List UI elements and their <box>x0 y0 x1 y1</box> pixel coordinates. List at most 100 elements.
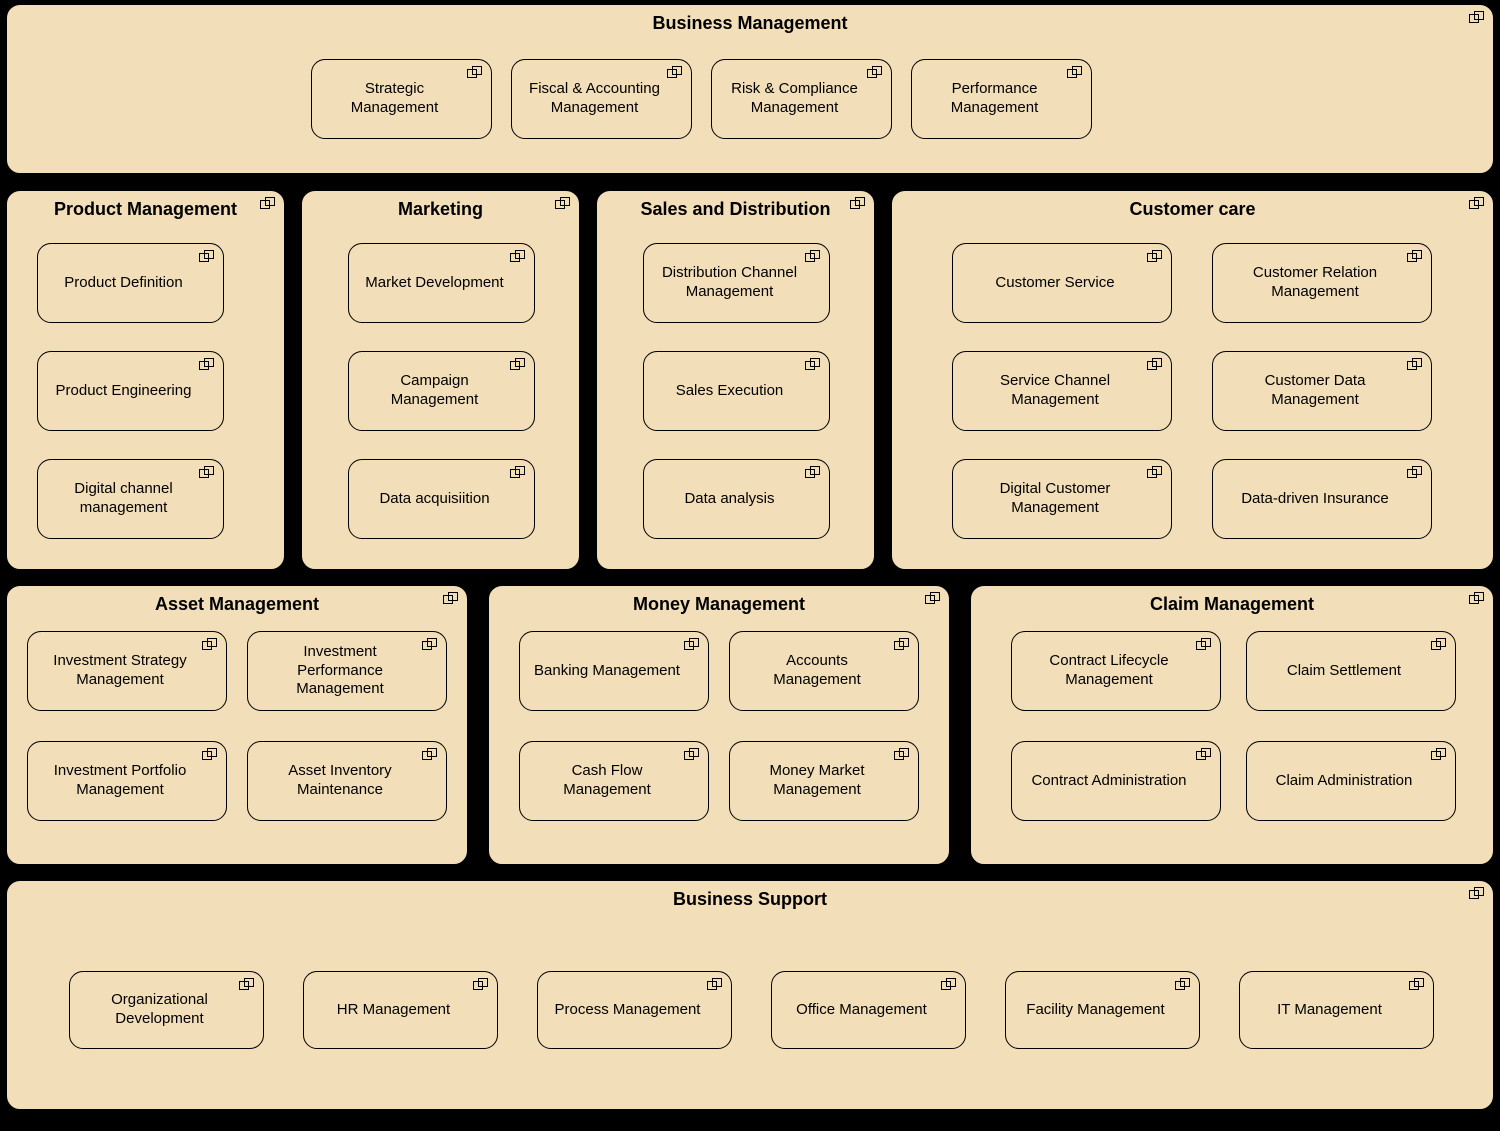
fn-it-management: IT Management <box>1239 971 1434 1049</box>
group-title: Customer care <box>892 199 1493 221</box>
function-icon <box>1196 638 1212 650</box>
function-icon <box>239 978 255 990</box>
fn-digital-channel-management: Digital channel management <box>37 459 224 539</box>
fn-data-acquisition: Data acquisiition <box>348 459 535 539</box>
fn-market-development: Market Development <box>348 243 535 323</box>
group-title: Claim Management <box>971 594 1493 616</box>
fn-label: Market Development <box>365 274 503 293</box>
function-icon <box>805 466 821 478</box>
group-title: Sales and Distribution <box>597 199 874 221</box>
fn-label: Asset Inventory Maintenance <box>260 762 420 800</box>
group-title: Money Management <box>489 594 949 616</box>
group-title: Marketing <box>302 199 579 221</box>
fn-banking-management: Banking Management <box>519 631 709 711</box>
function-icon <box>199 250 215 262</box>
fn-label: Office Management <box>796 1001 927 1020</box>
function-icon <box>667 66 683 78</box>
fn-investment-performance: Investment Performance Management <box>247 631 447 711</box>
fn-customer-data: Customer Data Management <box>1212 351 1432 431</box>
fn-label: IT Management <box>1277 1001 1382 1020</box>
fn-sales-execution: Sales Execution <box>643 351 830 431</box>
fn-label: Organizational Development <box>82 991 237 1029</box>
function-icon <box>510 358 526 370</box>
fn-label: Accounts Management <box>742 652 892 690</box>
fn-label: Investment Strategy Management <box>40 652 200 690</box>
fn-strategic-management: Strategic Management <box>311 59 492 139</box>
function-icon <box>894 748 910 760</box>
diagram-canvas: Business Management Strategic Management… <box>0 0 1500 1131</box>
function-icon <box>707 978 723 990</box>
fn-label: Facility Management <box>1026 1001 1164 1020</box>
fn-label: Sales Execution <box>676 382 784 401</box>
function-icon <box>684 748 700 760</box>
fn-label: Contract Administration <box>1031 772 1186 791</box>
group-business-management: Business Management Strategic Management… <box>6 4 1494 174</box>
fn-label: Product Definition <box>64 274 182 293</box>
function-icon <box>1407 250 1423 262</box>
function-icon <box>510 466 526 478</box>
fn-organizational-development: Organizational Development <box>69 971 264 1049</box>
fn-label: Customer Service <box>995 274 1114 293</box>
fn-office-management: Office Management <box>771 971 966 1049</box>
fn-campaign-management: Campaign Management <box>348 351 535 431</box>
fn-asset-inventory: Asset Inventory Maintenance <box>247 741 447 821</box>
fn-label: Distribution Channel Management <box>656 264 803 302</box>
fn-label: Strategic Management <box>324 80 465 118</box>
fn-label: Performance Management <box>924 80 1065 118</box>
fn-accounts-management: Accounts Management <box>729 631 919 711</box>
function-icon <box>1409 978 1425 990</box>
fn-product-engineering: Product Engineering <box>37 351 224 431</box>
fn-digital-customer: Digital Customer Management <box>952 459 1172 539</box>
fn-label: Campaign Management <box>361 372 508 410</box>
fn-label: Investment Portfolio Management <box>40 762 200 800</box>
function-icon <box>1431 638 1447 650</box>
fn-contract-lifecycle: Contract Lifecycle Management <box>1011 631 1221 711</box>
fn-hr-management: HR Management <box>303 971 498 1049</box>
function-icon <box>473 978 489 990</box>
function-icon <box>1407 466 1423 478</box>
function-icon <box>1431 748 1447 760</box>
function-icon <box>1175 978 1191 990</box>
fn-distribution-channel: Distribution Channel Management <box>643 243 830 323</box>
fn-label: Cash Flow Management <box>532 762 682 800</box>
fn-label: Data acquisiition <box>379 490 489 509</box>
fn-label: Risk & Compliance Management <box>724 80 865 118</box>
function-icon <box>684 638 700 650</box>
function-icon <box>510 250 526 262</box>
fn-claim-administration: Claim Administration <box>1246 741 1456 821</box>
group-asset-management: Asset Management Investment Strategy Man… <box>6 585 468 865</box>
group-title: Asset Management <box>7 594 467 616</box>
fn-label: Claim Settlement <box>1287 662 1401 681</box>
fn-label: Money Market Management <box>742 762 892 800</box>
function-icon <box>805 250 821 262</box>
fn-label: Digital Customer Management <box>965 480 1145 518</box>
fn-label: Fiscal & Accounting Management <box>524 80 665 118</box>
fn-cashflow-management: Cash Flow Management <box>519 741 709 821</box>
function-icon <box>805 358 821 370</box>
function-icon <box>202 638 218 650</box>
fn-investment-portfolio: Investment Portfolio Management <box>27 741 227 821</box>
fn-money-market: Money Market Management <box>729 741 919 821</box>
function-icon <box>941 978 957 990</box>
function-icon <box>202 748 218 760</box>
fn-customer-service: Customer Service <box>952 243 1172 323</box>
function-icon <box>1067 66 1083 78</box>
fn-facility-management: Facility Management <box>1005 971 1200 1049</box>
function-icon <box>1147 466 1163 478</box>
group-money-management: Money Management Banking Management Acco… <box>488 585 950 865</box>
fn-label: Investment Performance Management <box>260 643 420 699</box>
fn-product-definition: Product Definition <box>37 243 224 323</box>
fn-label: Banking Management <box>534 662 680 681</box>
fn-label: Customer Relation Management <box>1225 264 1405 302</box>
group-customer-care: Customer care Customer Service Customer … <box>891 190 1494 570</box>
group-marketing: Marketing Market Development Campaign Ma… <box>301 190 580 570</box>
group-business-support: Business Support Organizational Developm… <box>6 880 1494 1110</box>
group-title: Product Management <box>7 199 284 221</box>
function-icon <box>467 66 483 78</box>
group-title: Business Management <box>7 13 1493 35</box>
group-claim-management: Claim Management Contract Lifecycle Mana… <box>970 585 1494 865</box>
fn-contract-administration: Contract Administration <box>1011 741 1221 821</box>
fn-label: HR Management <box>337 1001 450 1020</box>
fn-claim-settlement: Claim Settlement <box>1246 631 1456 711</box>
function-icon <box>199 358 215 370</box>
